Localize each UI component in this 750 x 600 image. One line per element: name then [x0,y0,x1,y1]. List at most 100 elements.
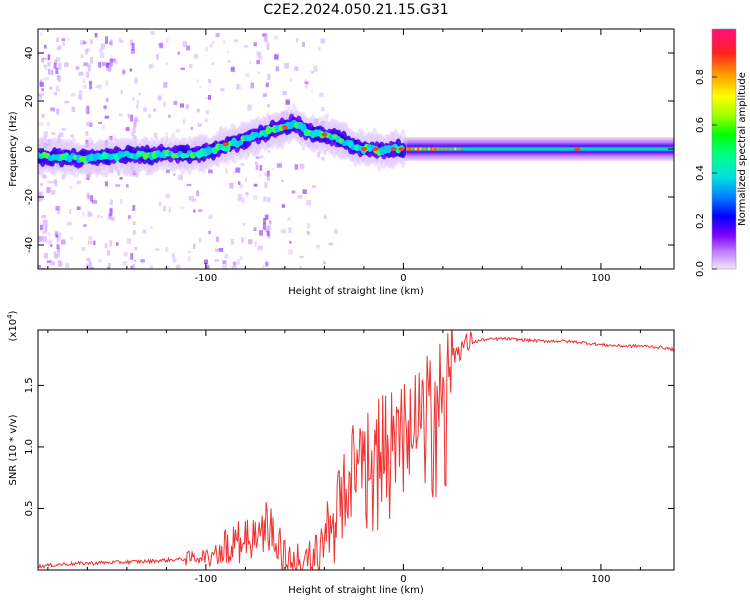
heatmap-noise-column [57,249,60,258]
heatmap-noise-speck [320,107,325,112]
y-tick-label: 20 [24,95,35,108]
heatmap-noise-speck [239,183,243,189]
heatmap-noise-speck [43,44,47,49]
heatmap-noise-speck [39,93,43,100]
heatmap-noise-column [132,126,136,133]
heatmap-noise-speck [101,62,107,66]
heatmap-noise-speck [69,186,73,189]
heatmap-noise-speck [138,92,141,96]
heatmap-hot-spot [321,132,328,137]
colorbar-label: Normalized spectral amplitude [737,72,748,226]
heatmap-noise-speck [307,223,310,229]
heatmap-noise-speck [194,141,198,146]
heatmap-noise-speck [43,239,48,243]
heatmap-noise-speck [248,239,253,245]
spectrogram-x-ticks: -100 0 100 [47,29,641,284]
heatmap-noise-speck [44,162,48,168]
heatmap-noise-column [266,175,270,181]
heatmap-noise-speck [204,46,208,52]
snr-frame [37,329,675,571]
snr-x-label: Height of straight line (km) [288,585,424,596]
heatmap-noise-speck [259,230,263,236]
heatmap-noise-speck [165,169,170,173]
heatmap-noise-speck [263,172,267,177]
colorbar-gradient [712,29,736,269]
heatmap-band-speck [414,147,418,151]
heatmap-noise-speck [198,237,202,243]
heatmap-noise-speck [94,33,98,38]
heatmap-noise-speck [211,62,215,66]
heatmap-noise-speck [98,61,102,68]
heatmap-noise-speck [314,118,319,125]
heatmap-noise-column [130,265,134,269]
heatmap-noise-speck [105,98,109,102]
heatmap-noise-speck [187,255,191,262]
snr-multiplier: (x104) [6,310,19,341]
heatmap-noise-speck [189,64,193,69]
heatmap-noise-column [87,64,91,72]
heatmap-noise-speck [88,240,93,245]
heatmap-noise-speck [186,45,191,51]
heatmap-noise-speck [259,165,263,171]
heatmap-noise-column [134,117,138,123]
heatmap-noise-speck [304,79,308,83]
heatmap-noise-column [130,253,134,260]
heatmap-noise-speck [226,50,229,53]
snr-background [38,330,674,570]
heatmap-noise-speck [83,224,87,227]
heatmap-noise-speck [88,236,93,240]
heatmap-noise-column [134,77,138,84]
heatmap-noise-speck [311,71,315,74]
heatmap-noise-speck [216,236,219,242]
heatmap-noise-column [55,254,59,259]
heatmap-noise-speck [257,71,261,74]
spectrogram-panel: -100 0 100 -40 -20 0 20 40 Height of straight … [8,28,675,297]
heatmap-noise-speck [254,161,258,165]
heatmap-noise-speck [173,173,176,176]
heatmap-noise-speck [50,107,55,111]
heatmap-noise-speck [255,164,259,171]
heatmap-noise-speck [235,167,241,173]
heatmap-noise-speck [153,108,157,112]
heatmap-noise-speck [44,225,48,231]
heatmap-noise-speck [178,174,183,181]
heatmap-hot-spot [574,147,581,151]
heatmap-noise-speck [83,62,88,66]
heatmap-noise-speck [118,113,123,117]
heatmap-noise-speck [214,259,220,262]
heatmap-noise-speck [46,180,51,184]
colorbar-tick-label: 0.6 [695,117,706,133]
heatmap-noise-speck [50,244,53,247]
y-tick-label: 0.5 [24,501,35,517]
heatmap-noise-speck [237,193,243,200]
heatmap-noise-speck [232,171,236,175]
heatmap-noise-speck [208,95,211,100]
heatmap-noise-column [266,170,270,177]
heatmap-noise-speck [236,84,240,90]
heatmap-noise-speck [227,60,232,63]
heatmap-noise-speck [218,154,223,159]
heatmap-noise-speck [299,266,302,269]
heatmap-noise-column [262,223,266,230]
heatmap-noise-speck [93,240,96,245]
heatmap-noise-speck [55,57,61,62]
heatmap-noise-speck [120,89,123,95]
heatmap-noise-speck [39,81,44,84]
heatmap-noise-column [132,230,136,235]
heatmap-noise-speck [263,93,267,97]
heatmap-noise-speck [39,93,44,96]
heatmap-noise-speck [220,88,225,92]
heatmap-noise-speck [56,248,62,251]
heatmap-noise-column [86,122,89,126]
heatmap-hot-spot [398,147,405,151]
heatmap-noise-speck [104,115,109,119]
heatmap-noise-speck [289,78,292,82]
heatmap-noise-speck [320,121,326,126]
heatmap-noise-speck [120,199,123,204]
heatmap-noise-speck [54,231,58,237]
heatmap-noise-column [57,206,61,214]
heatmap-band-speck [440,147,444,151]
heatmap-noise-speck [316,152,321,158]
heatmap-noise-speck [41,88,45,91]
